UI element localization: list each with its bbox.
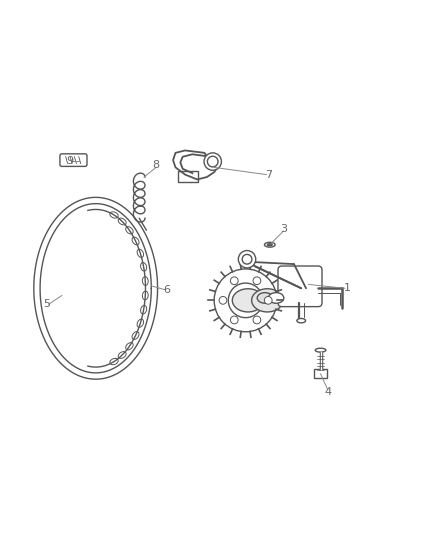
Ellipse shape: [297, 319, 306, 323]
Circle shape: [253, 316, 261, 324]
Ellipse shape: [267, 244, 272, 246]
Circle shape: [214, 269, 277, 332]
Text: 7: 7: [265, 169, 272, 180]
Circle shape: [230, 277, 238, 285]
Circle shape: [228, 283, 263, 318]
Ellipse shape: [268, 293, 284, 303]
Ellipse shape: [232, 289, 264, 312]
Circle shape: [204, 153, 222, 170]
Text: 8: 8: [152, 160, 160, 171]
Circle shape: [208, 156, 218, 167]
Circle shape: [253, 277, 261, 285]
Ellipse shape: [257, 293, 273, 303]
Circle shape: [265, 296, 272, 304]
Circle shape: [230, 316, 238, 324]
Circle shape: [219, 296, 227, 304]
Text: 4: 4: [324, 387, 332, 397]
Text: 1: 1: [344, 283, 351, 293]
Ellipse shape: [265, 243, 275, 247]
FancyBboxPatch shape: [178, 171, 198, 182]
Text: 9: 9: [66, 156, 73, 166]
FancyBboxPatch shape: [278, 266, 322, 306]
Ellipse shape: [315, 348, 326, 352]
FancyBboxPatch shape: [314, 368, 327, 378]
Text: 5: 5: [43, 299, 50, 309]
Text: 3: 3: [280, 224, 287, 235]
Circle shape: [238, 251, 256, 268]
FancyBboxPatch shape: [60, 154, 87, 166]
Circle shape: [242, 254, 252, 264]
Text: 6: 6: [163, 285, 170, 295]
Ellipse shape: [252, 289, 283, 312]
